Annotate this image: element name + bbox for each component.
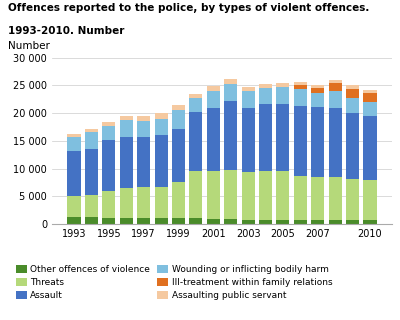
- Bar: [172, 219, 185, 224]
- Bar: [276, 220, 290, 224]
- Bar: [224, 170, 237, 219]
- Bar: [346, 89, 359, 98]
- Bar: [102, 218, 115, 224]
- Bar: [364, 90, 376, 93]
- Bar: [137, 121, 150, 138]
- Bar: [364, 116, 376, 180]
- Bar: [294, 82, 307, 85]
- Bar: [68, 196, 80, 217]
- Bar: [224, 101, 237, 170]
- Bar: [329, 177, 342, 220]
- Bar: [137, 219, 150, 224]
- Bar: [120, 137, 133, 188]
- Bar: [276, 104, 290, 171]
- Bar: [102, 140, 115, 191]
- Bar: [68, 133, 80, 137]
- Bar: [68, 217, 80, 224]
- Bar: [364, 102, 376, 116]
- Bar: [276, 171, 290, 220]
- Bar: [276, 87, 290, 104]
- Bar: [346, 220, 359, 224]
- Bar: [259, 171, 272, 220]
- Bar: [85, 148, 98, 195]
- Bar: [120, 219, 133, 224]
- Text: Offences reported to the police, by types of violent offences.: Offences reported to the police, by type…: [8, 3, 369, 13]
- Bar: [294, 220, 307, 224]
- Text: 1993-2010. Number: 1993-2010. Number: [8, 26, 124, 36]
- Bar: [189, 171, 202, 219]
- Bar: [85, 217, 98, 224]
- Bar: [259, 88, 272, 104]
- Bar: [154, 188, 168, 219]
- Bar: [346, 85, 359, 89]
- Bar: [85, 195, 98, 217]
- Bar: [311, 177, 324, 220]
- Bar: [242, 172, 255, 220]
- Bar: [224, 79, 237, 84]
- Bar: [68, 151, 80, 196]
- Bar: [172, 110, 185, 129]
- Bar: [259, 220, 272, 224]
- Bar: [242, 220, 255, 224]
- Bar: [189, 98, 202, 112]
- Bar: [154, 135, 168, 188]
- Bar: [172, 105, 185, 110]
- Bar: [207, 219, 220, 224]
- Bar: [294, 89, 307, 106]
- Bar: [259, 104, 272, 171]
- Bar: [189, 94, 202, 98]
- Bar: [120, 120, 133, 137]
- Bar: [311, 220, 324, 224]
- Bar: [242, 91, 255, 108]
- Bar: [294, 106, 307, 176]
- Bar: [329, 220, 342, 224]
- Bar: [154, 219, 168, 224]
- Bar: [329, 108, 342, 177]
- Bar: [189, 112, 202, 171]
- Bar: [329, 83, 342, 92]
- Bar: [242, 87, 255, 91]
- Bar: [207, 108, 220, 171]
- Bar: [224, 84, 237, 101]
- Bar: [294, 176, 307, 220]
- Bar: [102, 123, 115, 126]
- Bar: [137, 116, 150, 121]
- Bar: [189, 219, 202, 224]
- Bar: [207, 91, 220, 108]
- Bar: [154, 119, 168, 135]
- Bar: [85, 132, 98, 148]
- Bar: [364, 93, 376, 102]
- Bar: [329, 92, 342, 108]
- Bar: [311, 107, 324, 177]
- Bar: [259, 84, 272, 88]
- Bar: [294, 85, 307, 89]
- Legend: Other offences of violence, Threats, Assault, Wounding or inflicting bodily harm: Other offences of violence, Threats, Ass…: [16, 265, 332, 300]
- Bar: [346, 179, 359, 220]
- Bar: [276, 83, 290, 87]
- Bar: [102, 126, 115, 140]
- Bar: [68, 137, 80, 151]
- Bar: [102, 191, 115, 218]
- Bar: [346, 113, 359, 179]
- Bar: [311, 92, 324, 107]
- Bar: [172, 182, 185, 219]
- Bar: [172, 129, 185, 182]
- Bar: [346, 98, 359, 113]
- Bar: [242, 108, 255, 172]
- Bar: [311, 88, 324, 92]
- Bar: [364, 220, 376, 224]
- Bar: [224, 219, 237, 224]
- Bar: [137, 138, 150, 188]
- Bar: [137, 188, 150, 219]
- Bar: [364, 180, 376, 220]
- Bar: [154, 113, 168, 119]
- Bar: [207, 86, 220, 91]
- Bar: [311, 85, 324, 88]
- Text: Number: Number: [8, 41, 50, 51]
- Bar: [120, 188, 133, 219]
- Bar: [120, 116, 133, 120]
- Bar: [207, 171, 220, 219]
- Bar: [85, 129, 98, 132]
- Bar: [329, 80, 342, 83]
